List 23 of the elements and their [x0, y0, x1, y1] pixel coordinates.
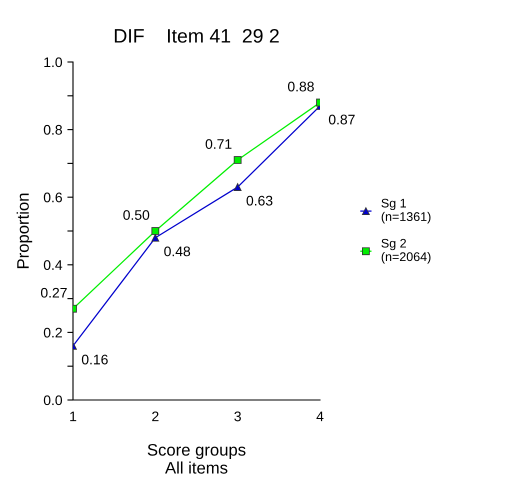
legend-label: Sg 2 (n=2064): [381, 238, 430, 264]
legend-label: Sg 1 (n=1361): [381, 198, 430, 224]
x-tick-label: 2: [152, 411, 158, 422]
data-label: 0.27: [40, 288, 67, 298]
data-label: 0.87: [328, 114, 355, 124]
y-tick-label: 0.8: [44, 124, 62, 135]
y-tick-label: 0.6: [44, 192, 62, 202]
y-axis-title: Proportion: [16, 194, 32, 268]
x-tick-label: 3: [234, 411, 241, 422]
data-label: 0.48: [164, 246, 190, 256]
data-label: 0.50: [123, 210, 150, 220]
y-tick-label: 0.2: [44, 328, 62, 338]
y-tick-label: 1.0: [44, 57, 62, 68]
y-tick-label: 0.0: [44, 395, 62, 406]
data-label: 0.71: [206, 139, 232, 149]
data-label: 0.88: [288, 82, 314, 92]
chart-title: DIF Item 41 29 2: [114, 28, 279, 43]
data-label: 0.63: [246, 196, 272, 206]
data-label: 0.16: [82, 354, 108, 364]
x-tick-label: 4: [316, 412, 324, 422]
y-tick-label: 0.4: [44, 260, 62, 270]
x-axis-title: Score groups All items: [148, 444, 246, 474]
x-tick-label: 1: [70, 412, 76, 422]
